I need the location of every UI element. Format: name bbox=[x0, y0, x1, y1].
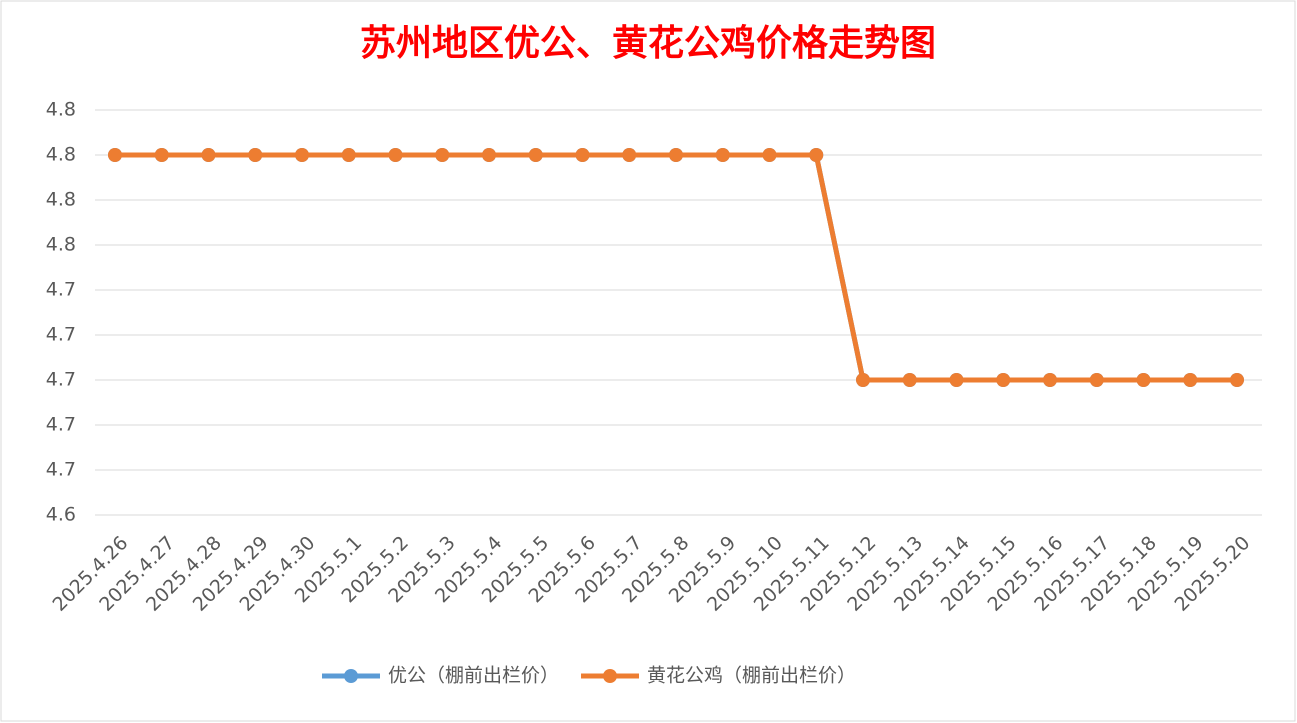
chart-title: 苏州地区优公、黄花公鸡价格走势图 bbox=[360, 22, 936, 64]
data-point bbox=[1183, 373, 1198, 387]
data-point bbox=[669, 148, 683, 162]
data-point bbox=[715, 148, 730, 162]
y-tick-label: 4.7 bbox=[46, 414, 76, 436]
data-point bbox=[1043, 373, 1057, 387]
data-point bbox=[435, 148, 450, 162]
data-point bbox=[154, 148, 169, 162]
y-tick-label: 4.8 bbox=[46, 189, 76, 211]
data-point bbox=[108, 148, 122, 162]
data-point bbox=[949, 373, 964, 387]
data-point bbox=[295, 148, 309, 162]
data-point bbox=[996, 373, 1011, 387]
data-point bbox=[856, 373, 870, 387]
y-tick-label: 4.8 bbox=[46, 234, 76, 256]
data-point bbox=[575, 148, 590, 162]
data-point bbox=[528, 148, 543, 162]
legend-label: 黄花公鸡（棚前出栏价） bbox=[647, 665, 856, 687]
y-tick-label: 4.6 bbox=[46, 504, 76, 526]
legend-swatch-marker bbox=[344, 669, 358, 683]
y-tick-label: 4.7 bbox=[46, 279, 76, 301]
legend-swatch-marker bbox=[603, 669, 618, 683]
data-point bbox=[622, 148, 637, 162]
data-point bbox=[341, 148, 356, 162]
data-point bbox=[902, 373, 917, 387]
data-point bbox=[762, 148, 777, 162]
data-point bbox=[248, 148, 263, 162]
data-point bbox=[1136, 373, 1151, 387]
y-tick-label: 4.8 bbox=[46, 99, 76, 121]
data-point bbox=[1230, 373, 1244, 387]
y-tick-label: 4.8 bbox=[46, 144, 76, 166]
data-point bbox=[1089, 373, 1104, 387]
y-tick-label: 4.7 bbox=[46, 459, 76, 481]
y-tick-label: 4.7 bbox=[46, 369, 76, 391]
legend-label: 优公（棚前出栏价） bbox=[388, 665, 559, 687]
data-point bbox=[809, 148, 824, 162]
y-tick-label: 4.7 bbox=[46, 324, 76, 346]
data-point bbox=[388, 148, 403, 162]
data-point bbox=[201, 148, 216, 162]
data-point bbox=[482, 148, 496, 162]
